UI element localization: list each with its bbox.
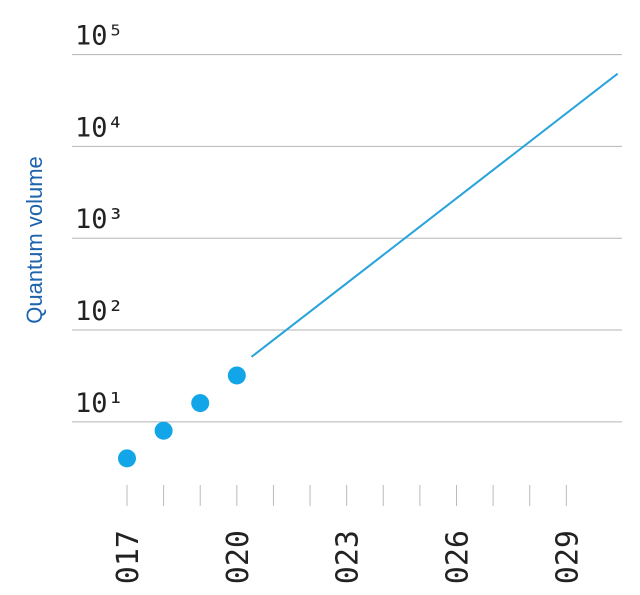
x-tick-label: 026 <box>441 530 476 584</box>
data-point <box>191 394 210 413</box>
data-point <box>117 449 136 468</box>
y-tick-label: 10⁴ <box>75 112 124 143</box>
y-tick-label: 10⁵ <box>75 21 124 52</box>
data-point <box>154 421 173 440</box>
x-tick-label: 020 <box>221 530 256 584</box>
x-tick-label: 017 <box>111 530 146 584</box>
y-tick-label: 10¹ <box>75 388 124 419</box>
x-tick-label: 029 <box>550 530 585 584</box>
x-tick-label: 023 <box>331 530 366 584</box>
projection-line <box>250 72 619 358</box>
y-axis-label: Quantum volume <box>22 156 47 324</box>
y-tick-label: 10³ <box>75 204 124 235</box>
data-point <box>227 366 246 385</box>
y-tick-label: 10² <box>75 296 124 327</box>
